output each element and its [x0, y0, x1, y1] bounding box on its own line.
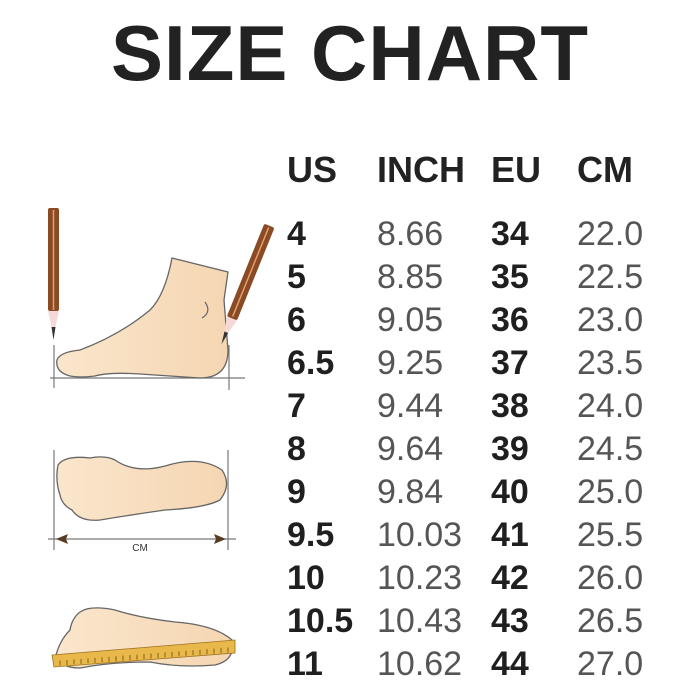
cell-us: 8: [287, 430, 306, 468]
table-row: 10 10.23 42 26.0: [0, 557, 700, 600]
cell-inch: 9.84: [377, 473, 444, 511]
table-row: 10.5 10.43 43 26.5: [0, 600, 700, 643]
cell-eu: 40: [491, 473, 529, 511]
cell-eu: 37: [491, 344, 529, 382]
cell-inch: 9.44: [377, 387, 444, 425]
table-row: 8 9.64 39 24.5: [0, 428, 700, 471]
cell-eu: 38: [491, 387, 529, 425]
cell-us: 10: [287, 559, 325, 597]
cell-eu: 42: [491, 559, 529, 597]
cell-us: 11: [287, 645, 323, 683]
cell-cm: 24.0: [577, 387, 644, 425]
table-row: 6 9.05 36 23.0: [0, 299, 700, 342]
cell-eu: 36: [491, 301, 529, 339]
cell-inch: 9.25: [377, 344, 444, 382]
cell-us: 6: [287, 301, 306, 339]
cell-us: 10.5: [287, 602, 354, 640]
cell-cm: 22.5: [577, 258, 644, 296]
cell-eu: 34: [491, 215, 529, 253]
cell-inch: 10.23: [377, 559, 463, 597]
cell-cm: 23.0: [577, 301, 644, 339]
cell-cm: 26.0: [577, 559, 644, 597]
table-row: 9 9.84 40 25.0: [0, 471, 700, 514]
cell-us: 9: [287, 473, 306, 511]
cell-cm: 27.0: [577, 645, 644, 683]
cell-inch: 10.62: [377, 645, 463, 683]
cell-eu: 39: [491, 430, 529, 468]
cell-eu: 43: [491, 602, 529, 640]
table-row: 6.5 9.25 37 23.5: [0, 342, 700, 385]
cell-cm: 25.0: [577, 473, 644, 511]
size-table: 4 8.66 34 22.0 5 8.85 35 22.5 6 9.05 36 23.0 6.5 9.25…: [0, 213, 700, 686]
cell-inch: 10.03: [377, 516, 463, 554]
table-row: 11 10.62 44 27.0: [0, 643, 700, 686]
cell-us: 9.5: [287, 516, 335, 554]
cell-eu: 35: [491, 258, 529, 296]
cell-us: 5: [287, 258, 306, 296]
foot-side-view-icon: [50, 257, 245, 390]
cell-cm: 22.0: [577, 215, 644, 253]
cell-us: 4: [287, 215, 306, 253]
header-cm: CM: [577, 149, 633, 190]
pencil-right-icon: [221, 224, 274, 345]
cell-inch: 9.05: [377, 301, 444, 339]
header-inch: INCH: [377, 149, 465, 190]
header-eu: EU: [491, 149, 542, 190]
cell-cm: 26.5: [577, 602, 644, 640]
cell-cm: 25.5: [577, 516, 644, 554]
cell-inch: 8.66: [377, 215, 444, 253]
cell-eu: 41: [491, 516, 529, 554]
cell-inch: 9.64: [377, 430, 444, 468]
cell-eu: 44: [491, 645, 529, 683]
cell-us: 6.5: [287, 344, 335, 382]
cell-cm: 24.5: [577, 430, 644, 468]
table-row: 9.5 10.03 41 25.5: [0, 514, 700, 557]
page-title: SIZE CHART: [111, 9, 589, 97]
measure-label: CM: [132, 543, 148, 554]
header-us: US: [287, 149, 338, 190]
foot-ruler-icon: [51, 607, 236, 669]
table-row: 5 8.85 35 22.5: [0, 256, 700, 299]
pencil-left-icon: [48, 208, 59, 340]
table-row: 4 8.66 34 22.0: [0, 213, 700, 256]
table-row: 7 9.44 38 24.0: [0, 385, 700, 428]
cell-inch: 10.43: [377, 602, 463, 640]
cell-cm: 23.5: [577, 344, 644, 382]
cell-inch: 8.85: [377, 258, 444, 296]
foot-top-view-icon: CM: [48, 450, 236, 554]
cell-us: 7: [287, 387, 306, 425]
